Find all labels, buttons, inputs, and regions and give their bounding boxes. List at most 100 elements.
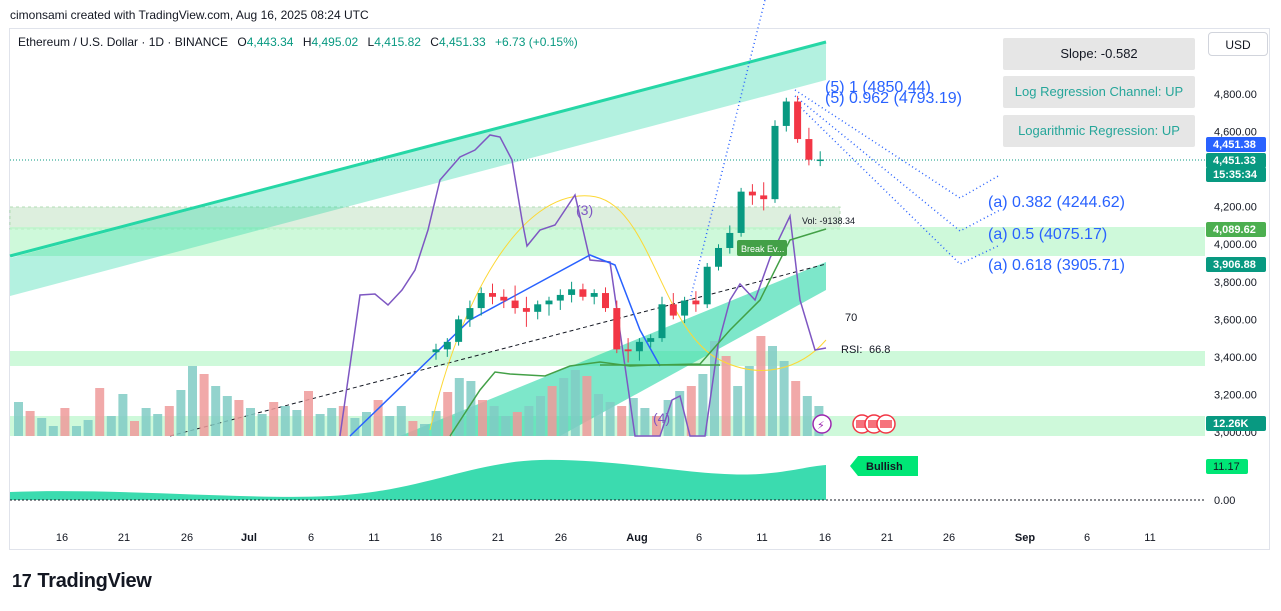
candle-body: [613, 308, 621, 350]
candle-body: [443, 341, 451, 350]
volume-bar: [431, 411, 441, 436]
volume-bar: [640, 408, 650, 436]
x-tick-label: 6: [1084, 532, 1090, 544]
lightning-glyph-icon: ⚡: [817, 419, 825, 432]
x-tick-label: Sep: [1015, 532, 1035, 544]
volume-bar: [338, 406, 348, 436]
candle-body: [556, 294, 564, 301]
price-tag: [1206, 222, 1266, 237]
price-tag-label: 15:35:34: [1213, 169, 1258, 181]
price-tag-label: 4,451.33: [1213, 155, 1256, 167]
low-value: 4,415.82: [374, 35, 421, 49]
volume-bar: [408, 421, 418, 436]
candle-body: [658, 304, 666, 339]
bullish-label: Bullish: [866, 461, 903, 473]
volume-bar: [327, 408, 337, 436]
lightning-event-icon: [812, 414, 832, 434]
volume-bar: [257, 414, 267, 436]
fib-extension-label: (5) 1 (4850.44): [825, 79, 931, 96]
volume-bar: [60, 408, 70, 436]
candle-body: [805, 139, 813, 160]
price-tick-label: 4,200.00: [1214, 202, 1257, 214]
tradingview-logo[interactable]: 17 TradingView: [12, 570, 152, 593]
rsi-level-label: 70: [845, 312, 857, 324]
x-tick-label: 21: [118, 532, 130, 544]
x-tick-label: 21: [492, 532, 504, 544]
open-label: O: [237, 35, 247, 49]
volume-bar: [466, 381, 476, 436]
volume-bar: [199, 374, 209, 436]
candle-body: [816, 159, 824, 162]
volume-bar: [304, 391, 313, 436]
volume-bar: [420, 424, 429, 436]
volume-bar: [686, 386, 696, 436]
volume-bar: [141, 408, 151, 436]
volume-bar: [37, 418, 47, 436]
oscillator-zero-label: 0.00: [1214, 495, 1235, 507]
price-tag-label: 12.26K: [1213, 418, 1249, 430]
volume-bar: [292, 410, 302, 436]
rsi-line: [339, 134, 827, 437]
x-tick-label: 16: [56, 532, 68, 544]
volume-bar: [582, 376, 592, 436]
oscillator-value: 11.17: [1213, 461, 1240, 473]
wave-line: [349, 254, 661, 437]
x-tick-label: 26: [555, 532, 567, 544]
yellow-band-curve: [429, 195, 827, 431]
symbol-title[interactable]: Ethereum / U.S. Dollar · 1D · BINANCE: [18, 35, 229, 49]
x-tick-label: Aug: [626, 532, 647, 544]
candle-body: [500, 296, 508, 301]
candle-body: [782, 101, 790, 126]
volume-bar: [25, 411, 35, 436]
close-label: C: [430, 35, 439, 49]
candle-body: [715, 247, 722, 267]
symbol-legend: Ethereum / U.S. Dollar · 1D · BINANCE O4…: [18, 35, 578, 49]
slope-box: Slope: -0.582: [1003, 38, 1195, 70]
volume-bar: [779, 361, 789, 436]
volume-bar: [164, 406, 174, 436]
volume-bar: [512, 412, 522, 436]
candle-body: [703, 266, 711, 305]
low-label: L: [367, 35, 375, 49]
price-tick-label: 3,200.00: [1214, 389, 1257, 401]
flag-stripes-icon: [880, 420, 892, 428]
candle-body: [522, 308, 530, 312]
volume-bar: [733, 386, 743, 436]
x-tick-label: Jul: [241, 532, 257, 544]
candle-body: [624, 349, 632, 352]
volume-bar: [791, 381, 801, 436]
price-tag-label: 4,089.62: [1213, 224, 1256, 236]
volume-bar: [524, 406, 534, 436]
regression-channel-band: [10, 42, 826, 296]
currency-button[interactable]: USD: [1208, 32, 1268, 56]
volume-bar: [536, 396, 545, 436]
x-tick-label: 6: [696, 532, 702, 544]
open-value: 4,443.34: [246, 35, 294, 49]
price-tick-label: 4,000.00: [1214, 239, 1257, 251]
high-label: H: [302, 35, 312, 49]
volume-bar: [130, 421, 139, 436]
candle-body: [511, 300, 519, 309]
candle-body: [692, 300, 700, 305]
volume-bar: [222, 396, 232, 436]
price-tick-label: 4,600.00: [1214, 127, 1257, 139]
volume-bar: [605, 402, 615, 436]
candle-body: [590, 293, 598, 297]
x-tick-label: 11: [756, 532, 767, 544]
volume-bar: [95, 388, 105, 436]
volume-bar: [385, 416, 395, 436]
volume-bar: [396, 406, 406, 436]
x-tick-label: 11: [1144, 532, 1155, 544]
volume-bar: [721, 356, 731, 436]
volume-bar: [443, 392, 453, 436]
volume-bar: [72, 426, 81, 436]
high-value: 4,495.02: [311, 35, 359, 49]
volume-bar: [83, 420, 93, 436]
candle-body: [432, 349, 440, 353]
candle-body: [545, 300, 553, 305]
x-tick-label: 16: [819, 532, 831, 544]
volume-bar: [802, 396, 812, 436]
candle-body: [602, 293, 609, 309]
price-tag-label: 4,451.38: [1213, 139, 1256, 151]
